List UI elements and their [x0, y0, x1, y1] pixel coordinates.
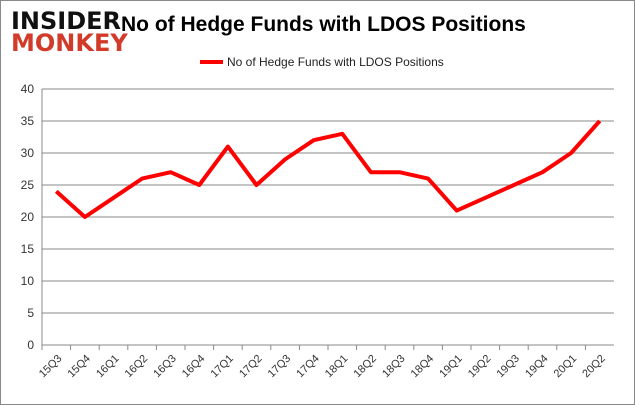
x-tick-label: 19Q4: [523, 353, 551, 381]
x-tick-label: 18Q1: [323, 353, 351, 381]
series-line: [54, 119, 602, 219]
x-tick-label: 19Q1: [437, 353, 465, 381]
x-tick-label: 16Q2: [123, 353, 151, 381]
x-tick-label: 19Q3: [494, 353, 522, 381]
y-tick-label: 30: [21, 146, 35, 160]
x-tick-label: 15Q3: [37, 353, 65, 381]
x-tick-label: 18Q2: [351, 353, 379, 381]
y-tick-label: 5: [27, 306, 34, 320]
y-tick-label: 35: [21, 114, 35, 128]
x-tick-label: 16Q4: [180, 353, 208, 381]
chart-title: No of Hedge Funds with LDOS Positions: [121, 13, 526, 36]
x-tick-label: 17Q1: [208, 353, 236, 381]
x-tick-label: 19Q2: [466, 353, 494, 381]
y-tick-label: 0: [27, 338, 34, 352]
legend-label: No of Hedge Funds with LDOS Positions: [227, 55, 444, 69]
x-tick-label: 18Q4: [409, 353, 437, 381]
x-tick-label: 17Q3: [266, 353, 294, 381]
x-tick-label: 16Q3: [151, 353, 179, 381]
x-tick-label: 15Q4: [65, 353, 93, 381]
y-tick-label: 20: [21, 210, 35, 224]
x-tick-label: 20Q2: [580, 353, 608, 381]
logo-monkey: MONKEY: [11, 29, 128, 57]
logo-insider: INSIDER: [11, 7, 122, 35]
x-tick-label: 18Q3: [380, 353, 408, 381]
y-tick-label: 15: [21, 242, 35, 256]
y-tick-label: 40: [21, 82, 35, 96]
y-tick-label: 25: [21, 178, 35, 192]
x-tick-label: 20Q1: [552, 353, 580, 381]
y-tick-label: 10: [21, 274, 35, 288]
x-tick-label: 17Q4: [294, 353, 322, 381]
x-tick-label: 17Q2: [237, 353, 265, 381]
x-tick-label: 16Q1: [94, 353, 122, 381]
